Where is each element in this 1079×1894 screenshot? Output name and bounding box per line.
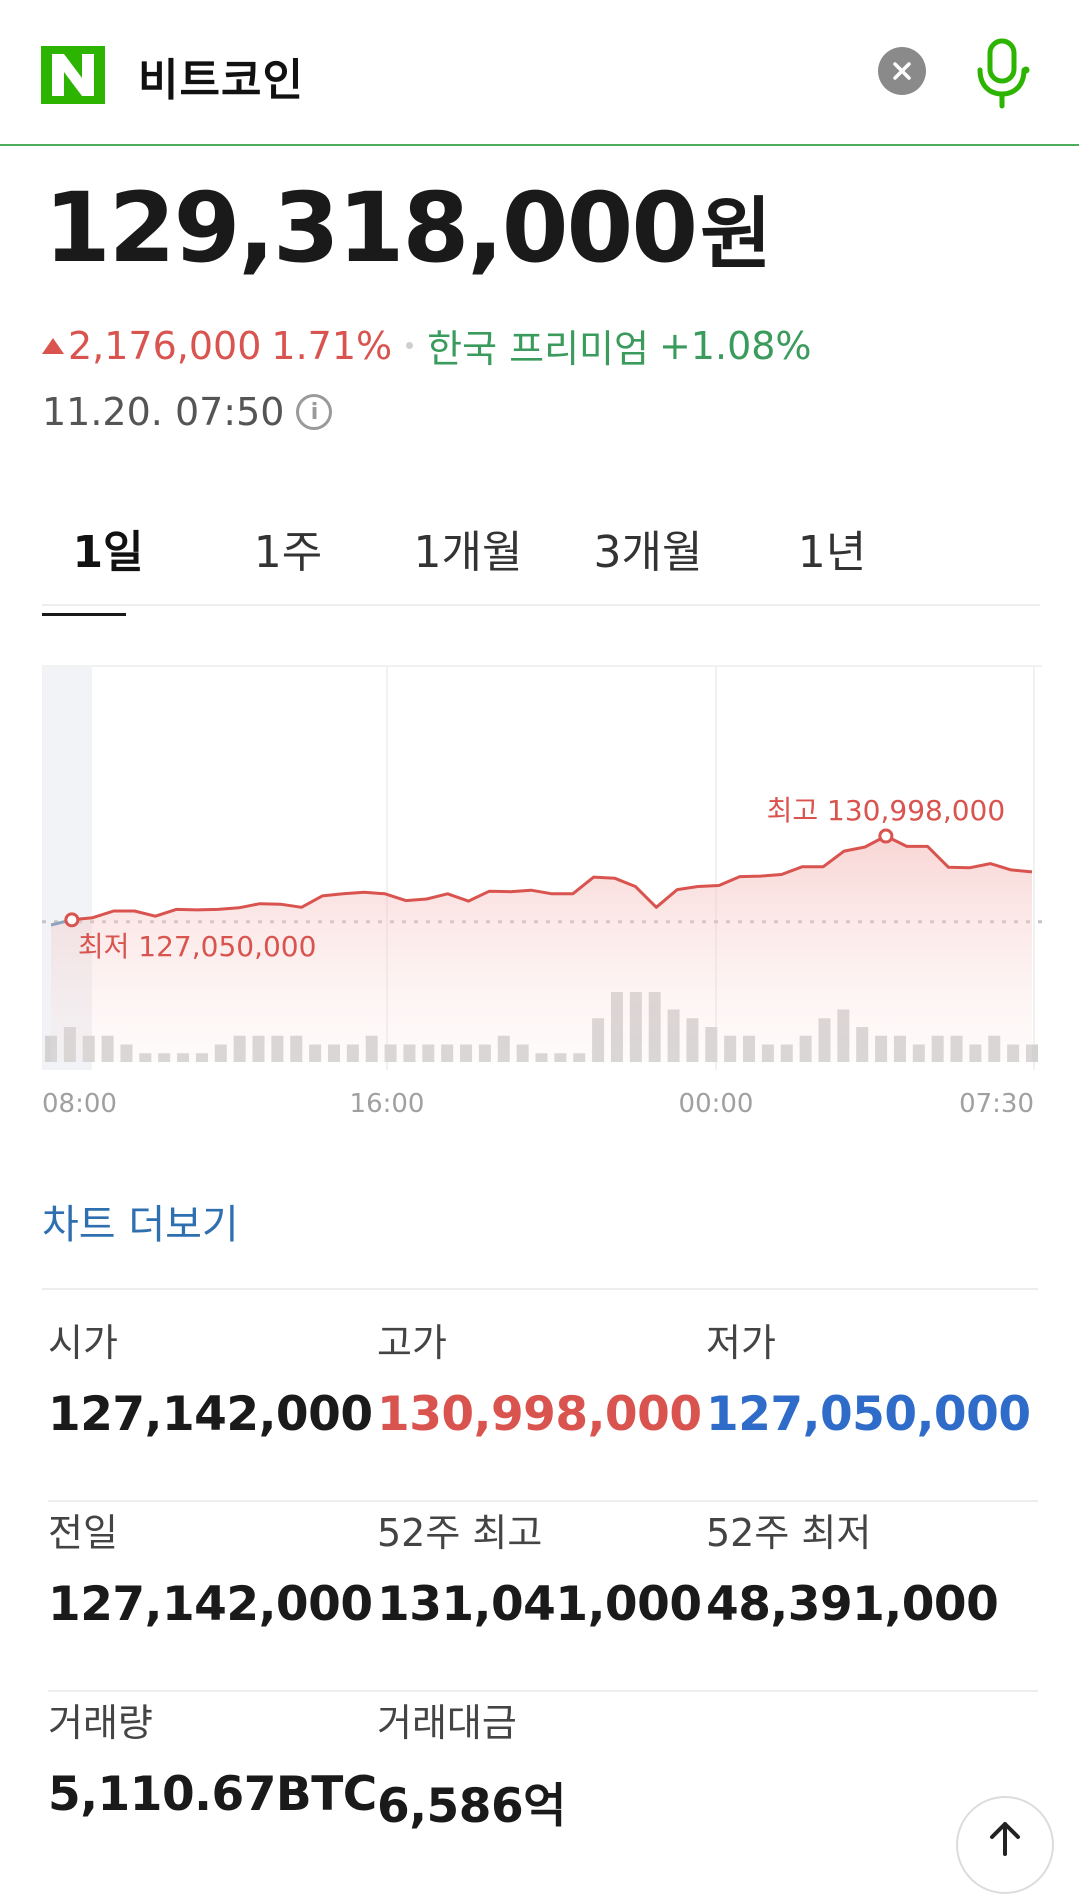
high-label: 최고 130,998,000: [767, 794, 1006, 827]
stat-value: 131,041,000: [377, 1577, 702, 1632]
price-line: [71, 834, 1033, 922]
x-tick-label: 07:30: [959, 1089, 1034, 1119]
tab-label: 1주: [253, 527, 323, 578]
tab-1year[interactable]: 1년: [742, 516, 922, 580]
x-tick-label: 16:00: [350, 1089, 425, 1119]
stat-label: 시가: [48, 1321, 118, 1365]
up-triangle-icon: [42, 337, 64, 354]
price-change-row: 2,176,000 1.71% 한국 프리미엄 +1.08%: [42, 318, 812, 373]
stats-row-3: 거래량 5,110.67BTC 거래대금 6,586억: [48, 1692, 1038, 1880]
naver-logo-icon[interactable]: [41, 46, 105, 104]
timestamp-row: 11.20. 07:50 i: [42, 390, 333, 434]
tab-label: 3개월: [593, 527, 703, 578]
stat-low: 저가 127,050,000: [706, 1312, 1036, 1442]
price-chart[interactable]: 최고 130,998,000 최저 127,050,000 08:00 16:00 00…: [41, 650, 1042, 1130]
timestamp: 11.20. 07:50: [42, 390, 285, 434]
tab-1month[interactable]: 1개월: [378, 516, 558, 580]
stat-value: 127,050,000: [706, 1387, 1031, 1442]
stat-label: 저가: [706, 1321, 776, 1365]
tab-1week[interactable]: 1주: [198, 516, 378, 580]
stat-high: 고가 130,998,000: [377, 1312, 707, 1442]
price-area: [51, 836, 1032, 1062]
search-query-text[interactable]: 비트코인: [138, 55, 304, 106]
more-chart-link[interactable]: 차트 더보기: [42, 1202, 239, 1248]
stat-52w-high: 52주 최고 131,041,000: [377, 1502, 707, 1632]
price-value: 129,318,000: [44, 172, 698, 284]
close-icon[interactable]: [878, 47, 926, 95]
tab-label: 1일: [72, 527, 144, 578]
tab-label: 1개월: [413, 527, 523, 578]
premium-label: 한국 프리미엄: [427, 327, 649, 371]
change-amount: 2,176,000: [68, 323, 262, 368]
stat-52w-low: 52주 최저 48,391,000: [706, 1502, 1036, 1632]
x-tick-label: 00:00: [679, 1089, 754, 1119]
stat-label: 거래대금: [377, 1701, 517, 1745]
scroll-top-button[interactable]: [956, 1796, 1054, 1894]
low-marker: [64, 912, 80, 928]
change-percent: 1.71%: [271, 323, 393, 368]
search-header: 비트코인: [0, 0, 1079, 146]
info-icon[interactable]: i: [296, 394, 333, 430]
high-marker: [878, 828, 894, 844]
stat-prev-close: 전일 127,142,000: [48, 1502, 378, 1632]
stat-label: 거래량: [48, 1701, 153, 1745]
stat-label: 52주 최고: [377, 1511, 543, 1555]
tab-1day[interactable]: 1일: [18, 516, 198, 616]
stat-label: 52주 최저: [706, 1511, 872, 1555]
arrow-up-icon: [990, 1822, 1020, 1856]
stat-value: 6,586억: [377, 1779, 566, 1834]
price-unit: 원: [700, 190, 772, 280]
stat-value: 127,142,000: [48, 1387, 373, 1442]
microphone-icon[interactable]: [972, 38, 1032, 110]
stat-value: 5,110.67BTC: [48, 1767, 377, 1822]
tab-label: 1년: [797, 527, 867, 578]
stat-label: 고가: [377, 1321, 447, 1365]
low-label: 최저 127,050,000: [78, 930, 317, 963]
stats-row-2: 전일 127,142,000 52주 최고 131,041,000 52주 최저…: [48, 1502, 1038, 1692]
premium-value: +1.08%: [658, 323, 812, 368]
current-price: 129,318,000원: [44, 180, 772, 276]
stat-label: 전일: [48, 1511, 118, 1555]
separator-dot: [406, 342, 414, 349]
tab-3months[interactable]: 3개월: [558, 516, 738, 580]
active-tab-indicator: [42, 613, 126, 616]
divider: [42, 1288, 1038, 1290]
x-tick-label: 08:00: [42, 1089, 117, 1119]
stat-value: 127,142,000: [48, 1577, 373, 1632]
price-chart-svg: 최고 130,998,000 최저 127,050,000 08:00 16:00 00…: [41, 665, 1042, 1119]
stat-open: 시가 127,142,000: [48, 1312, 378, 1442]
stat-volume: 거래량 5,110.67BTC: [48, 1692, 378, 1822]
stat-value: 48,391,000: [706, 1577, 999, 1632]
stats-row-1: 시가 127,142,000 고가 130,998,000 저가 127,050…: [48, 1312, 1038, 1502]
stat-trade-value: 거래대금 6,586억: [377, 1692, 707, 1836]
stat-value: 130,998,000: [377, 1387, 702, 1442]
period-tabs: 1일 1주 1개월 3개월 1년: [42, 500, 1040, 616]
